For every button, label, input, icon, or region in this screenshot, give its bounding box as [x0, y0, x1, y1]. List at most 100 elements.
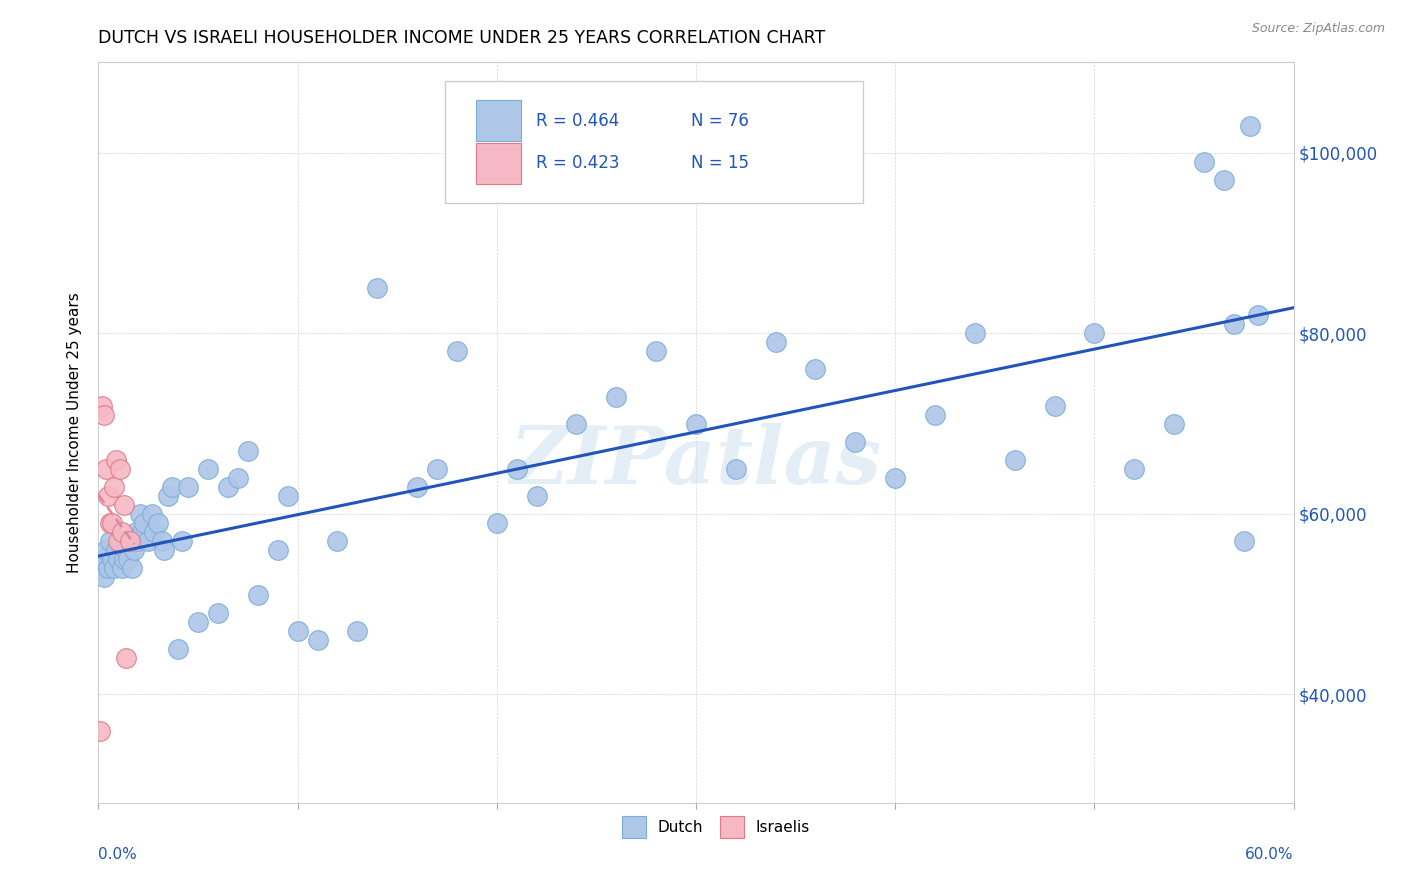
Point	[127, 533, 149, 548]
Point	[1233, 533, 1256, 548]
Text: R = 0.464: R = 0.464	[536, 112, 619, 129]
Point	[307, 633, 329, 648]
Text: ZIPatlas: ZIPatlas	[510, 424, 882, 501]
Point	[685, 417, 707, 431]
Text: 60.0%: 60.0%	[1246, 847, 1294, 863]
Point	[963, 326, 986, 341]
Point	[134, 516, 156, 530]
Point	[197, 461, 219, 475]
Point	[1192, 154, 1215, 169]
FancyBboxPatch shape	[621, 816, 645, 838]
Y-axis label: Householder Income Under 25 years: Householder Income Under 25 years	[67, 293, 83, 573]
Point	[143, 524, 166, 539]
Text: R = 0.423: R = 0.423	[536, 154, 619, 172]
Text: 0.0%: 0.0%	[98, 847, 138, 863]
Point	[485, 516, 508, 530]
Point	[172, 533, 194, 548]
Point	[101, 516, 124, 530]
Point	[107, 552, 129, 566]
Point	[187, 615, 209, 630]
FancyBboxPatch shape	[446, 81, 863, 203]
Point	[120, 533, 142, 548]
Point	[884, 471, 907, 485]
Point	[131, 524, 153, 539]
Point	[1212, 173, 1234, 187]
Point	[217, 480, 239, 494]
Point	[157, 489, 180, 503]
Text: N = 76: N = 76	[692, 112, 749, 129]
Point	[115, 651, 138, 665]
Point	[426, 461, 449, 475]
Point	[645, 344, 668, 359]
FancyBboxPatch shape	[477, 143, 522, 184]
Point	[267, 543, 290, 558]
Point	[246, 588, 269, 602]
Point	[103, 561, 125, 575]
Text: Source: ZipAtlas.com: Source: ZipAtlas.com	[1251, 22, 1385, 36]
Point	[287, 624, 309, 639]
Point	[107, 533, 129, 548]
Text: Israelis: Israelis	[756, 820, 810, 835]
FancyBboxPatch shape	[477, 100, 522, 141]
Point	[91, 399, 114, 413]
Point	[125, 524, 148, 539]
Point	[1083, 326, 1105, 341]
Point	[110, 461, 132, 475]
Point	[346, 624, 368, 639]
Point	[98, 516, 122, 530]
Point	[129, 507, 152, 521]
Point	[89, 723, 111, 738]
Point	[112, 498, 135, 512]
Point	[804, 362, 827, 376]
Point	[177, 480, 200, 494]
FancyBboxPatch shape	[720, 816, 744, 838]
Point	[1004, 452, 1026, 467]
Point	[724, 461, 747, 475]
Text: Dutch: Dutch	[658, 820, 703, 835]
Point	[1123, 461, 1146, 475]
Point	[765, 335, 787, 350]
Point	[226, 471, 249, 485]
Point	[96, 543, 118, 558]
Point	[98, 533, 122, 548]
Point	[105, 452, 128, 467]
Point	[406, 480, 429, 494]
Text: DUTCH VS ISRAELI HOUSEHOLDER INCOME UNDER 25 YEARS CORRELATION CHART: DUTCH VS ISRAELI HOUSEHOLDER INCOME UNDE…	[98, 29, 825, 47]
Point	[167, 642, 190, 657]
Point	[526, 489, 548, 503]
Point	[121, 561, 143, 575]
Point	[103, 480, 125, 494]
Point	[605, 390, 627, 404]
Point	[115, 543, 138, 558]
Point	[101, 552, 124, 566]
Text: N = 15: N = 15	[692, 154, 749, 172]
Point	[120, 533, 142, 548]
Point	[924, 408, 946, 422]
Point	[124, 543, 146, 558]
Point	[141, 507, 163, 521]
Point	[506, 461, 529, 475]
Point	[366, 281, 388, 295]
Point	[93, 408, 115, 422]
Point	[148, 516, 170, 530]
Point	[97, 561, 120, 575]
Point	[150, 533, 173, 548]
Point	[1043, 399, 1066, 413]
Point	[153, 543, 176, 558]
Point	[105, 543, 128, 558]
Point	[136, 533, 159, 548]
Point	[446, 344, 468, 359]
Point	[1163, 417, 1185, 431]
Point	[1223, 318, 1246, 332]
Point	[96, 461, 118, 475]
Point	[326, 533, 349, 548]
Point	[93, 570, 115, 584]
Point	[1239, 119, 1261, 133]
Point	[89, 561, 111, 575]
Point	[844, 434, 866, 449]
Point	[97, 489, 120, 503]
Point	[277, 489, 299, 503]
Point	[565, 417, 588, 431]
Point	[1247, 308, 1270, 322]
Point	[110, 533, 132, 548]
